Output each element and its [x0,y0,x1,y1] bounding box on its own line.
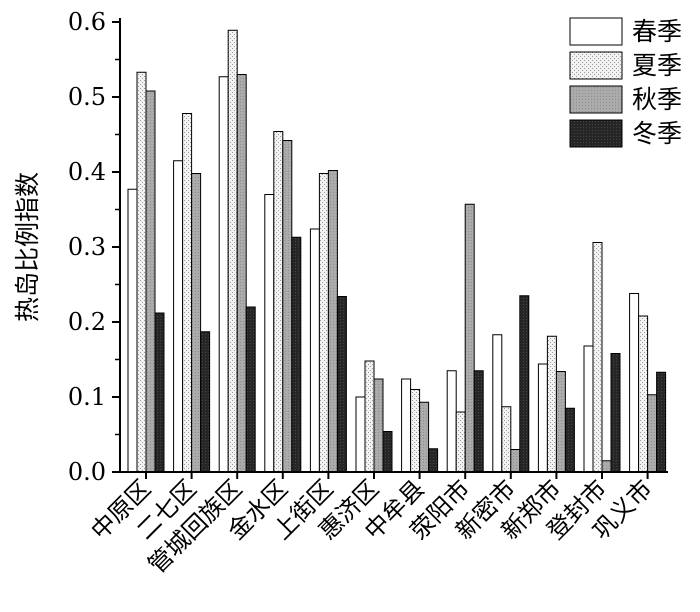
bar-巩义市-夏季 [638,315,649,473]
legend-label-秋季: 秋季 [632,85,682,114]
y-tick-label-0.0: 0.0 [68,458,106,486]
legend-label-夏季: 夏季 [632,51,682,80]
bar-中牟县-秋季 [419,401,430,473]
legend-label-春季: 春季 [632,17,682,46]
bar-金水区-冬季 [291,236,302,473]
bar-惠济区-夏季 [364,360,375,473]
bar-二七区-夏季 [182,113,193,473]
bar-管城回族区-秋季 [236,74,247,473]
bar-中原区-冬季 [154,312,165,473]
bar-金水区-春季 [264,194,275,473]
bar-二七区-秋季 [191,173,202,473]
bar-惠济区-春季 [355,396,366,473]
bar-中牟县-夏季 [410,389,421,473]
bar-管城回族区-冬季 [245,306,256,473]
bar-上街区-春季 [309,228,320,473]
bar-新郑市-夏季 [546,335,557,473]
bars-group [127,29,667,473]
bar-惠济区-冬季 [382,431,393,473]
bar-登封市-春季 [583,345,594,473]
legend-swatch-秋季 [569,85,623,114]
bar-金水区-夏季 [273,131,284,473]
bar-上街区-冬季 [336,296,347,473]
bar-新郑市-春季 [537,363,548,473]
bar-中牟县-春季 [401,378,412,473]
bar-管城回族区-夏季 [227,29,238,473]
legend-swatch-夏季 [569,51,623,80]
legend-swatch-春季 [569,17,623,46]
bar-巩义市-秋季 [647,394,658,473]
bar-中牟县-冬季 [428,448,439,473]
bar-中原区-秋季 [145,90,156,473]
y-tick-label-0.2: 0.2 [68,308,106,336]
bar-上街区-夏季 [318,173,329,473]
bar-新密市-秋季 [510,449,521,473]
bar-中原区-春季 [127,188,138,473]
bar-荥阳市-冬季 [473,370,484,473]
bar-巩义市-冬季 [656,371,667,473]
bar-二七区-春季 [173,160,184,473]
bar-登封市-夏季 [592,242,603,473]
legend-swatch-冬季 [569,119,623,148]
bar-上街区-秋季 [327,170,338,473]
bar-荥阳市-春季 [446,370,457,473]
y-tick-label-0.1: 0.1 [68,383,106,411]
bar-新密市-冬季 [519,295,530,473]
y-tick-label-0.5: 0.5 [68,83,106,111]
bar-登封市-秋季 [601,460,612,473]
bar-新密市-夏季 [501,406,512,473]
bar-新郑市-秋季 [555,371,566,473]
bar-管城回族区-春季 [218,76,229,473]
bar-新郑市-冬季 [564,407,575,473]
bar-金水区-秋季 [282,140,293,473]
y-tick-label-0.6: 0.6 [68,8,106,36]
y-axis-label: 热岛比例指数 [13,172,42,322]
bar-惠济区-秋季 [373,378,384,473]
bar-巩义市-春季 [629,293,640,473]
bar-荥阳市-夏季 [455,411,466,473]
bar-新密市-春季 [492,334,503,473]
y-tick-label-0.4: 0.4 [68,158,106,186]
bar-二七区-冬季 [200,331,211,473]
bar-荥阳市-秋季 [464,203,475,473]
bar-登封市-冬季 [610,353,621,473]
y-tick-label-0.3: 0.3 [68,233,106,261]
bar-中原区-夏季 [136,71,147,473]
legend-label-冬季: 冬季 [632,119,682,148]
